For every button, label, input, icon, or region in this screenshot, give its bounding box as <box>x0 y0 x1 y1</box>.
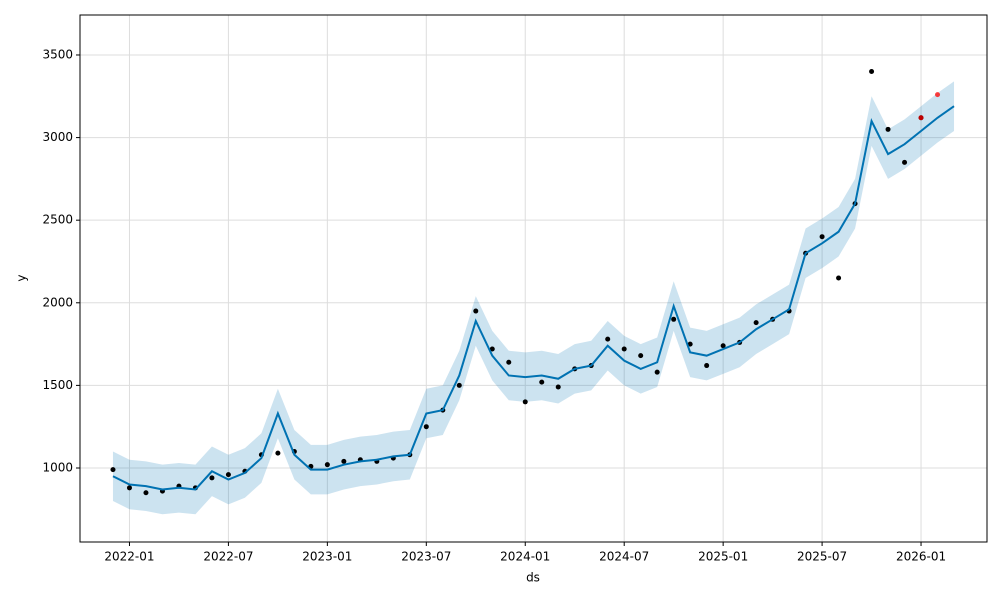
observed-point <box>143 490 149 496</box>
x-tick-label: 2022-01 <box>104 550 154 564</box>
y-tick-label: 3000 <box>42 130 73 144</box>
y-tick-label: 2000 <box>42 295 73 309</box>
observed-point <box>671 316 677 322</box>
y-axis-label: y <box>15 274 29 281</box>
observed-point <box>506 359 512 365</box>
observed-point <box>654 369 660 375</box>
observed-point <box>704 363 710 369</box>
y-tick-label: 2500 <box>42 213 73 227</box>
observed-point <box>522 399 528 405</box>
plot-frame <box>79 14 988 543</box>
y-tick-label: 1000 <box>42 460 73 474</box>
observed-point <box>341 458 347 464</box>
forecast-line <box>112 105 955 491</box>
observed-point <box>456 382 462 388</box>
x-tick-label: 2022-07 <box>203 550 253 564</box>
observed-point <box>225 472 231 478</box>
x-tick-label: 2023-07 <box>401 550 451 564</box>
x-tick-label: 2025-01 <box>698 550 748 564</box>
observed-point <box>423 424 429 430</box>
x-tick-label: 2024-07 <box>599 550 649 564</box>
observed-point <box>836 275 842 281</box>
y-tick-label: 1500 <box>42 378 73 392</box>
observed-point <box>819 234 825 240</box>
x-tick-label: 2024-01 <box>500 550 550 564</box>
observed-point <box>902 159 908 165</box>
observed-point <box>275 450 281 456</box>
observed-point <box>638 353 644 359</box>
observed-point <box>489 346 495 352</box>
observed-point <box>687 341 693 347</box>
observed-point <box>885 126 891 132</box>
x-tick-label: 2023-01 <box>302 550 352 564</box>
observed-point <box>324 462 330 468</box>
observed-point <box>209 475 215 481</box>
observed-point <box>605 336 611 342</box>
observed-point <box>753 320 759 326</box>
observed-point <box>473 308 479 314</box>
y-tick-label: 3500 <box>42 47 73 61</box>
x-tick-label: 2026-01 <box>896 550 946 564</box>
observed-point <box>126 485 132 491</box>
recent-point <box>918 115 924 121</box>
x-axis-label: ds <box>526 571 540 585</box>
observed-point <box>869 68 875 74</box>
observed-point <box>555 384 561 390</box>
observed-point <box>720 343 726 349</box>
observed-point <box>621 346 627 352</box>
observed-point <box>110 467 116 473</box>
observed-point <box>539 379 545 385</box>
recent-point <box>935 92 941 98</box>
x-tick-label: 2025-07 <box>797 550 847 564</box>
